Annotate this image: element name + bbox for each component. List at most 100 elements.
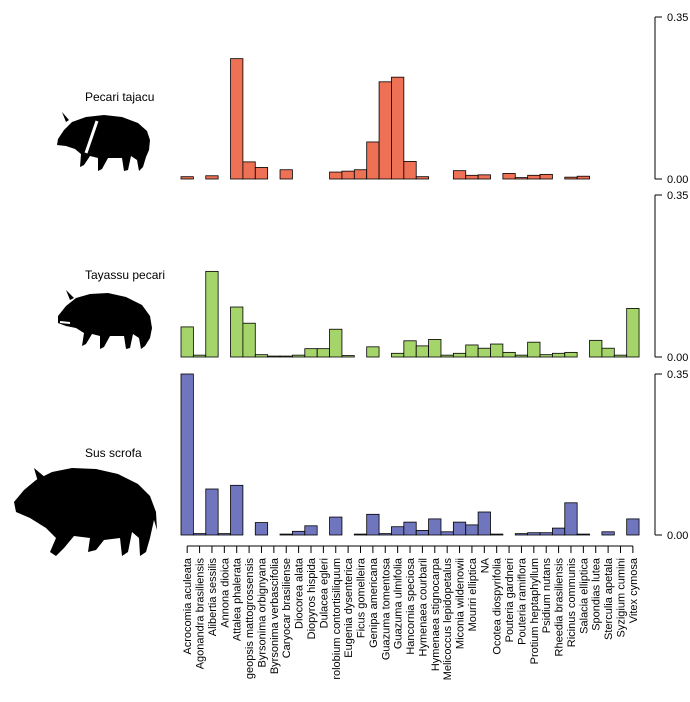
bar bbox=[540, 355, 552, 357]
y-tick-label: 0.35 bbox=[667, 190, 688, 202]
bar bbox=[391, 353, 403, 357]
bar bbox=[255, 523, 267, 535]
bar bbox=[317, 349, 329, 357]
x-tick-label: Genipa americana bbox=[368, 557, 380, 648]
bar bbox=[330, 329, 342, 357]
bar bbox=[602, 532, 614, 535]
bar bbox=[342, 171, 354, 179]
bar bbox=[206, 271, 218, 357]
x-tick-label: Syzigium cumini bbox=[615, 558, 627, 637]
x-tick-label: Byrsonima verbascifolia bbox=[269, 557, 281, 674]
x-tick-label: Rheedia brasiliensis bbox=[554, 558, 566, 657]
bar bbox=[515, 178, 527, 179]
bar bbox=[280, 356, 292, 357]
bar bbox=[280, 170, 292, 179]
y-tick-label: 0.00 bbox=[667, 352, 688, 364]
species-label: Tayassu pecari bbox=[85, 268, 165, 282]
x-tick-label: Hymenaea stignocarpa bbox=[430, 557, 442, 671]
x-tick-label: Agonandra brasiliensis bbox=[195, 558, 207, 670]
x-tick-label: Mouriri elliptica bbox=[467, 557, 479, 631]
x-tick-label: Caryocar brasiliense bbox=[281, 558, 293, 658]
bar bbox=[354, 534, 366, 535]
bar bbox=[478, 175, 490, 179]
x-tick-label: Sterculia apetala bbox=[603, 557, 615, 640]
species-label: Pecari tajacu bbox=[85, 90, 154, 104]
bar bbox=[515, 355, 527, 357]
bar bbox=[367, 142, 379, 179]
bar bbox=[305, 349, 317, 357]
bar bbox=[354, 170, 366, 179]
bar bbox=[206, 489, 218, 535]
bar bbox=[528, 175, 540, 179]
bar bbox=[540, 174, 552, 179]
x-tick-label: Spondias lutea bbox=[591, 557, 603, 631]
bar bbox=[231, 59, 243, 179]
bar bbox=[218, 534, 230, 535]
bar bbox=[181, 177, 193, 179]
x-tick-label: Diocorea alata bbox=[294, 557, 306, 629]
x-tick-label: Eugenia dysenterica bbox=[343, 557, 355, 658]
x-tick-label: Acrocomia aculeata bbox=[182, 557, 194, 654]
x-tick-label: Byrsonima orbignyana bbox=[256, 557, 268, 667]
bar bbox=[565, 177, 577, 179]
y-tick-label: 0.35 bbox=[667, 369, 688, 381]
x-tick-label: Vitex cymosa bbox=[628, 557, 640, 623]
bar bbox=[627, 519, 639, 535]
x-tick-label: Ocotea diospyrifolia bbox=[492, 557, 504, 654]
x-tick-label: Alibertia sessilis bbox=[207, 558, 219, 637]
y-tick-label: 0.35 bbox=[667, 12, 688, 24]
x-tick-label: Guazuma tomentosa bbox=[380, 557, 392, 660]
x-tick-label: Ricinus communis bbox=[566, 558, 578, 648]
bar bbox=[441, 355, 453, 357]
panel-sus-scrofa: 0.35 0.00 bbox=[181, 369, 688, 542]
bar bbox=[292, 355, 304, 357]
x-tick-label: Ficus gomelleira bbox=[356, 557, 368, 638]
bar bbox=[552, 353, 564, 357]
x-tick-label: Pouteria ramiflora bbox=[516, 557, 528, 645]
bar bbox=[491, 534, 503, 535]
x-tick-label: geopsis mattogrossensis bbox=[244, 558, 256, 680]
bar bbox=[255, 167, 267, 179]
bar bbox=[466, 345, 478, 357]
bar bbox=[429, 339, 441, 357]
bar bbox=[255, 355, 267, 357]
bar bbox=[491, 344, 503, 357]
bar bbox=[416, 530, 428, 535]
bar bbox=[379, 534, 391, 535]
bar bbox=[206, 176, 218, 179]
bar bbox=[391, 527, 403, 535]
x-tick-label: Psidium nutans bbox=[541, 558, 553, 634]
bar bbox=[416, 177, 428, 179]
bar bbox=[565, 352, 577, 357]
bar bbox=[243, 162, 255, 179]
x-tick-label: Protium heptaphyllum bbox=[529, 558, 541, 664]
bar bbox=[404, 341, 416, 357]
bar bbox=[243, 323, 255, 357]
x-tick-label: Diopyros hispida bbox=[306, 557, 318, 639]
bar bbox=[367, 347, 379, 357]
bar bbox=[342, 356, 354, 357]
bar bbox=[602, 348, 614, 357]
bar bbox=[577, 534, 589, 535]
bar bbox=[268, 356, 280, 357]
bar bbox=[292, 531, 304, 535]
bar bbox=[391, 77, 403, 179]
bar bbox=[627, 308, 639, 357]
bar bbox=[528, 342, 540, 357]
bar bbox=[453, 353, 465, 357]
bar bbox=[181, 327, 193, 357]
bar bbox=[540, 533, 552, 535]
collared-peccary-silhouette bbox=[57, 112, 150, 171]
bar bbox=[466, 525, 478, 535]
y-tick-label: 0.00 bbox=[667, 530, 688, 542]
wild-boar-silhouette bbox=[14, 468, 157, 556]
bar bbox=[503, 352, 515, 357]
bar bbox=[515, 534, 527, 535]
bar bbox=[367, 514, 379, 535]
bar bbox=[330, 172, 342, 179]
x-tick-label: Attalea phalerata bbox=[232, 557, 244, 641]
silhouettes-layer bbox=[14, 112, 157, 556]
bar bbox=[181, 374, 193, 535]
species-label: Sus scrofa bbox=[85, 446, 142, 460]
bar bbox=[453, 171, 465, 179]
